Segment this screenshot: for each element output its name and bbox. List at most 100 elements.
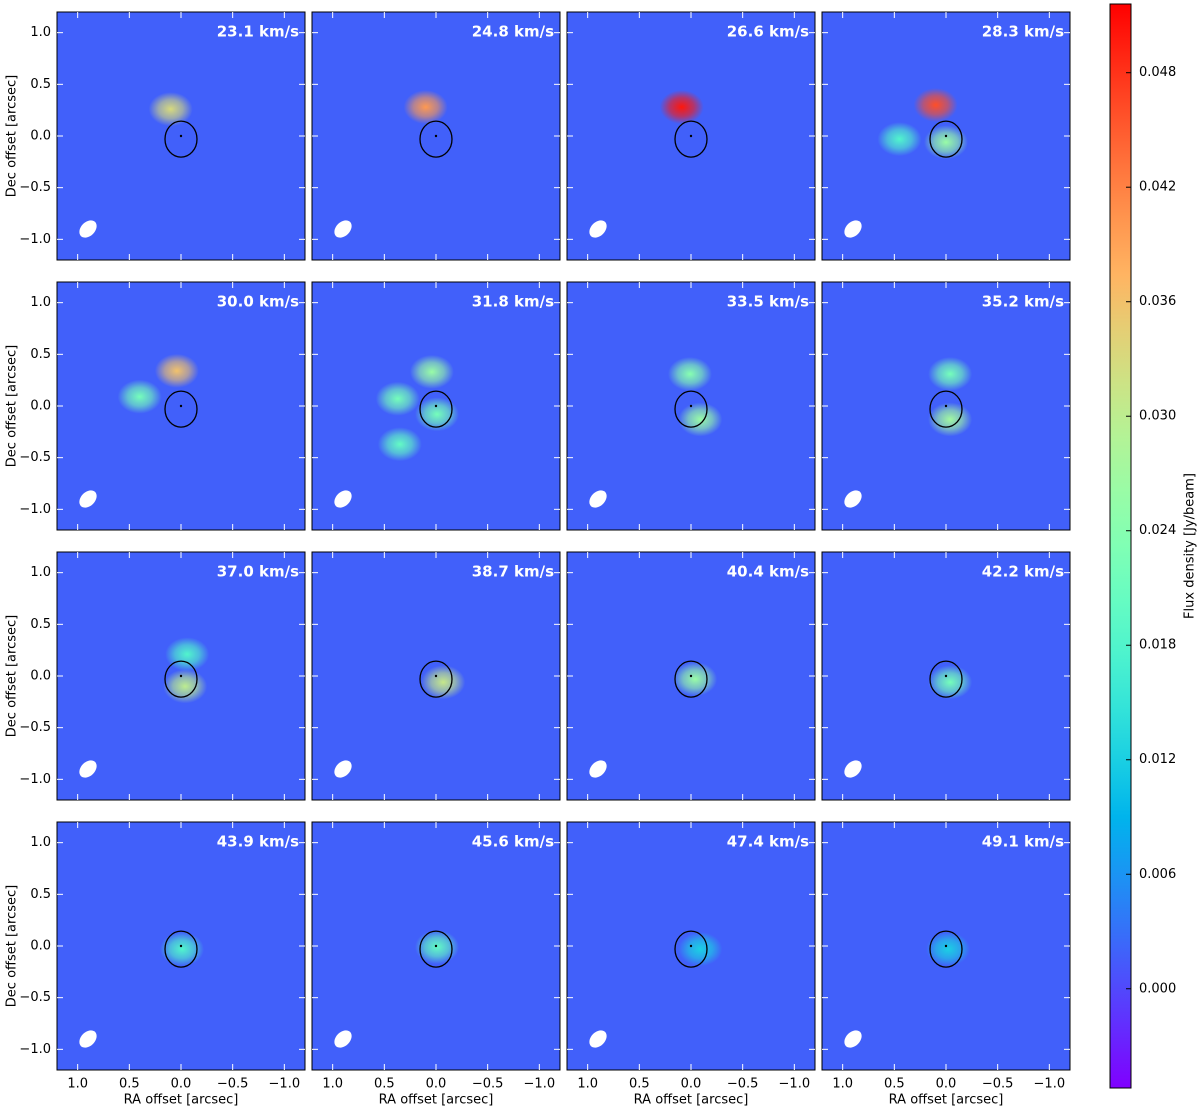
y-tick-label: 0.0 [30, 399, 51, 414]
colorbar-tick-label: 0.042 [1139, 180, 1176, 195]
source-ellipse [929, 120, 963, 158]
y-axis-label: Dec offset [arcsec] [5, 615, 20, 737]
panel [57, 282, 305, 530]
colorbar-tick-label: 0.000 [1139, 981, 1176, 996]
x-tick-label: 0.0 [936, 1077, 957, 1092]
source-ellipse [164, 930, 198, 968]
x-axis-label: RA offset [arcsec] [379, 1093, 494, 1108]
beam [334, 760, 352, 778]
velocity-label: 43.9 km/s [217, 833, 299, 851]
emission-blob [403, 90, 448, 125]
source-center [434, 674, 438, 678]
x-tick-label: −1.0 [1034, 1077, 1066, 1092]
y-tick-label: 1.0 [30, 25, 51, 40]
beam [334, 1030, 352, 1048]
x-tick-label: 0.5 [119, 1077, 140, 1092]
colorbar-label: Flux density [Jy/beam] [1183, 473, 1198, 619]
beam [844, 220, 862, 238]
panel [312, 282, 560, 530]
x-axis-label: RA offset [arcsec] [889, 1093, 1004, 1108]
y-tick-label: 0.0 [30, 669, 51, 684]
panel [567, 12, 815, 260]
emission-blob [678, 402, 723, 437]
source-ellipse [929, 660, 963, 698]
y-tick-label: 1.0 [30, 565, 51, 580]
y-tick-label: 0.5 [30, 887, 51, 902]
x-tick-label: −1.0 [269, 1077, 301, 1092]
x-axis-label: RA offset [arcsec] [634, 1093, 749, 1108]
y-tick-label: −0.5 [19, 180, 51, 195]
y-tick-label: −1.0 [19, 502, 51, 517]
colorbar-tick-label: 0.036 [1139, 294, 1176, 309]
emission-blob [415, 930, 460, 965]
source-ellipse [419, 930, 453, 968]
source-center [944, 134, 948, 138]
colorbar-tick-label: 0.024 [1139, 523, 1176, 538]
velocity-label: 47.4 km/s [727, 833, 809, 851]
panel [567, 822, 815, 1070]
x-tick-label: −1.0 [779, 1077, 811, 1092]
source-center [434, 404, 438, 408]
emission-blob [117, 379, 162, 414]
y-tick-label: −1.0 [19, 772, 51, 787]
velocity-label: 23.1 km/s [217, 23, 299, 41]
beam [844, 760, 862, 778]
colorbar-tick-label: 0.006 [1139, 867, 1176, 882]
source-ellipse [674, 120, 708, 158]
emission-blob [377, 427, 422, 462]
y-tick-label: 0.0 [30, 129, 51, 144]
velocity-label: 45.6 km/s [472, 833, 554, 851]
source-center [434, 134, 438, 138]
beam [589, 490, 607, 508]
y-tick-label: 1.0 [30, 295, 51, 310]
emission-blob [165, 637, 210, 672]
source-ellipse [674, 660, 708, 698]
source-ellipse [164, 660, 198, 698]
y-tick-label: 0.0 [30, 939, 51, 954]
x-tick-label: −0.5 [982, 1077, 1014, 1092]
beam [844, 1030, 862, 1048]
y-axis-label: Dec offset [arcsec] [5, 75, 20, 197]
panel [567, 552, 815, 800]
emission-blob [913, 88, 958, 122]
velocity-label: 33.5 km/s [727, 293, 809, 311]
emission-blob [924, 125, 968, 160]
panel [312, 12, 560, 260]
emission-blob [673, 662, 718, 697]
x-tick-label: 0.0 [171, 1077, 192, 1092]
emission-blob [877, 122, 922, 157]
beam [79, 220, 97, 238]
emission-blob [421, 665, 466, 700]
panel [822, 552, 1070, 800]
x-tick-label: 0.5 [629, 1077, 650, 1092]
panel [822, 12, 1070, 260]
source-center [689, 944, 693, 948]
source-ellipse [929, 390, 963, 428]
colorbar-tick-label: 0.048 [1139, 65, 1176, 80]
velocity-label: 49.1 km/s [982, 833, 1064, 851]
beam [79, 1030, 97, 1048]
velocity-label: 38.7 km/s [472, 563, 554, 581]
velocity-label: 35.2 km/s [982, 293, 1064, 311]
y-tick-label: 0.5 [30, 617, 51, 632]
x-tick-label: 1.0 [832, 1077, 853, 1092]
panel [57, 552, 305, 800]
panel [312, 552, 560, 800]
panel [312, 822, 560, 1070]
colorbar-tick-label: 0.030 [1139, 409, 1176, 424]
x-tick-label: −1.0 [524, 1077, 556, 1092]
x-tick-label: 0.5 [374, 1077, 395, 1092]
emission-blob [928, 665, 973, 700]
y-tick-label: 1.0 [30, 835, 51, 850]
source-ellipse [929, 930, 963, 968]
panel [567, 282, 815, 530]
source-ellipse [164, 120, 198, 158]
source-center [944, 674, 948, 678]
y-tick-label: −0.5 [19, 990, 51, 1005]
source-center [179, 404, 183, 408]
x-tick-label: −0.5 [727, 1077, 759, 1092]
x-axis-label: RA offset [arcsec] [124, 1093, 239, 1108]
source-center [689, 404, 693, 408]
x-tick-label: −0.5 [472, 1077, 504, 1092]
